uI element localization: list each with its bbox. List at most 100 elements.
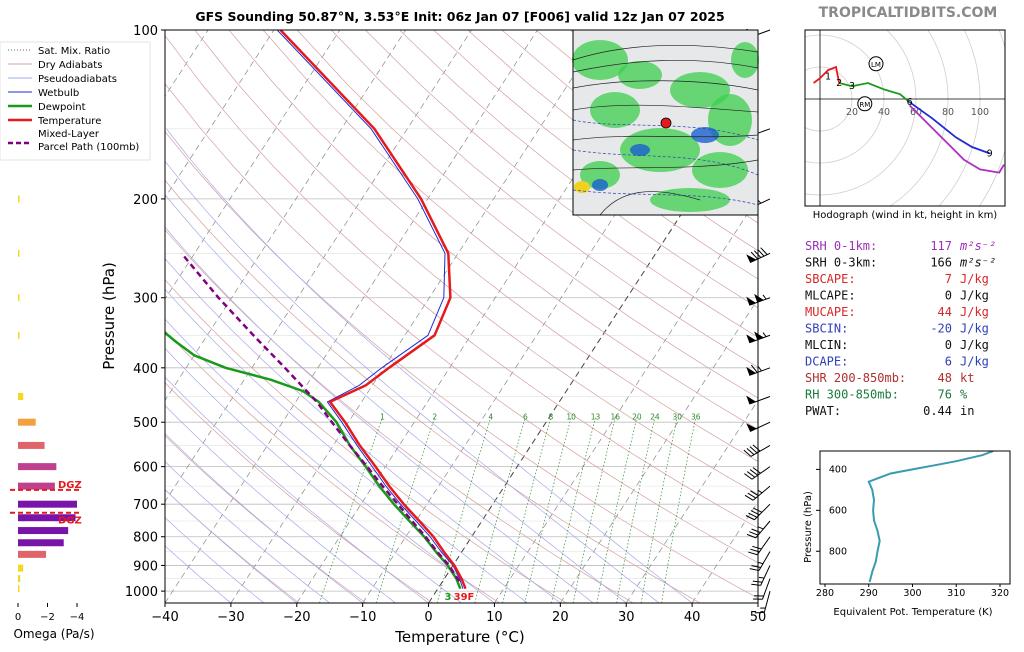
omega-bar: [18, 482, 55, 490]
barb-full: [749, 446, 758, 454]
barb-full: [749, 568, 760, 572]
index-unit: m²s⁻²: [959, 239, 996, 253]
legend-label-pseudoadiabats: Pseudoadiabats: [38, 74, 117, 85]
barb-full: [743, 449, 752, 457]
barb-staff: [755, 520, 771, 539]
barb-full: [746, 471, 756, 478]
theta-e-frame: [819, 450, 1011, 585]
x-tick-label: 20: [552, 610, 569, 625]
omega-bar: [18, 575, 21, 583]
barb-full: [750, 364, 758, 373]
parcel-path-line: [180, 252, 461, 582]
hodograph-ring-label: 20: [846, 107, 858, 118]
legend-label-wetbulb: Wetbulb: [38, 88, 79, 99]
barb-half: [758, 526, 764, 530]
map-precip-blob: [692, 152, 748, 188]
barb-flag: [754, 293, 764, 303]
dewpoint-line: [165, 331, 462, 590]
map-snow-blob: [592, 179, 608, 191]
barb-full: [748, 551, 758, 556]
barb-staff: [756, 536, 771, 556]
theta-e-panel: 280 290 300 310 320 400 600 800: [816, 451, 1009, 599]
skewt-series: [165, 30, 467, 590]
barb-half: [757, 489, 763, 494]
y-tick-label: 900: [133, 559, 158, 574]
omega-tick-label: −2: [40, 612, 55, 623]
barb-flag: [746, 395, 756, 405]
hodograph-segment: [909, 101, 990, 155]
barb-full: [750, 510, 760, 516]
surface-labels: 3 39F: [445, 592, 475, 603]
index-value: 48: [938, 371, 952, 385]
mixing-ratio-line: [436, 417, 492, 603]
barb-full: [751, 583, 761, 586]
y-tick-label: 800: [133, 531, 158, 546]
hodograph-height-label: 2: [836, 78, 842, 89]
wind-barb: [743, 444, 771, 457]
dry-adiabat-line: [262, 30, 758, 430]
x-tick-label: −30: [217, 610, 244, 625]
map-precip-blob: [708, 94, 752, 146]
dry-adiabat-line: [365, 30, 758, 338]
barb-full: [750, 548, 760, 553]
zero-isotherm: [428, 95, 758, 603]
wind-barb: [744, 485, 771, 501]
barb-full: [748, 512, 758, 518]
barb-full: [752, 580, 763, 583]
dry-adiabat-line: [228, 30, 758, 462]
index-value: 44: [938, 305, 952, 319]
barb-half: [762, 332, 767, 338]
omega-bar: [18, 564, 24, 572]
index-unit: in: [960, 404, 974, 418]
skewt-legend: Sat. Mix. Ratio Dry Adiabats Pseudoadiab…: [0, 41, 151, 161]
wind-barb: [754, 590, 771, 614]
map-precip-blob: [590, 92, 640, 128]
moist-adiabat-line: [165, 433, 363, 603]
wind-barb: [748, 536, 771, 556]
omega-panel: 0 −2 −4 DGZ DGZ: [10, 195, 84, 623]
barb-flag: [746, 254, 757, 263]
barb-staff: [763, 590, 771, 613]
x-tick-label: 50: [750, 610, 767, 625]
mixing-ratio-label: 2: [432, 412, 437, 421]
moist-adiabat-line: [165, 376, 429, 603]
legend-label-dry-adiabats: Dry Adiabats: [38, 60, 102, 71]
hodograph-segment: [838, 82, 911, 103]
omega-bar: [18, 249, 20, 257]
barb-staff: [750, 444, 771, 457]
sounding-location-marker: [660, 117, 672, 129]
skewt-grid: 1 2 4 6 8 10 13 16 20 24 30 36: [165, 30, 758, 603]
dry-adiabat-line: [433, 30, 758, 280]
barb-half: [758, 576, 765, 579]
index-value: 7: [945, 272, 952, 286]
dgz-label: DGZ: [58, 480, 82, 491]
synoptic-map-inset: [572, 29, 759, 216]
x-tick-label: −20: [283, 610, 310, 625]
barb-half: [762, 294, 767, 300]
temperature-line: [279, 30, 467, 590]
isotherm-line: [362, 30, 736, 603]
y-tick-label: 500: [133, 416, 158, 431]
index-value: 0: [945, 289, 952, 303]
storm-motion-marker: [857, 96, 873, 112]
theta-x-tick-label: 300: [903, 588, 921, 599]
isotherm-line: [165, 30, 538, 603]
barb-staff: [749, 252, 771, 264]
hodograph-height-label: 9: [987, 148, 993, 159]
index-value: 166: [930, 256, 952, 270]
dry-adiabat-line: [165, 279, 567, 603]
mixing-ratio-line: [502, 417, 552, 603]
moist-adiabat-line: [165, 545, 232, 603]
map-precip-blob: [618, 61, 662, 89]
hodograph-frame: [804, 29, 1006, 207]
barb-full: [744, 494, 754, 501]
moist-adiabat-line: [165, 194, 627, 603]
hodograph-ring-label: 80: [942, 107, 954, 118]
dry-adiabat-line: [165, 179, 701, 603]
barb-staff: [758, 551, 771, 571]
isotherm-line: [625, 399, 758, 603]
storm-motion-marker: [868, 56, 884, 72]
moist-adiabat-line: [165, 347, 462, 603]
barb-full: [750, 490, 759, 497]
